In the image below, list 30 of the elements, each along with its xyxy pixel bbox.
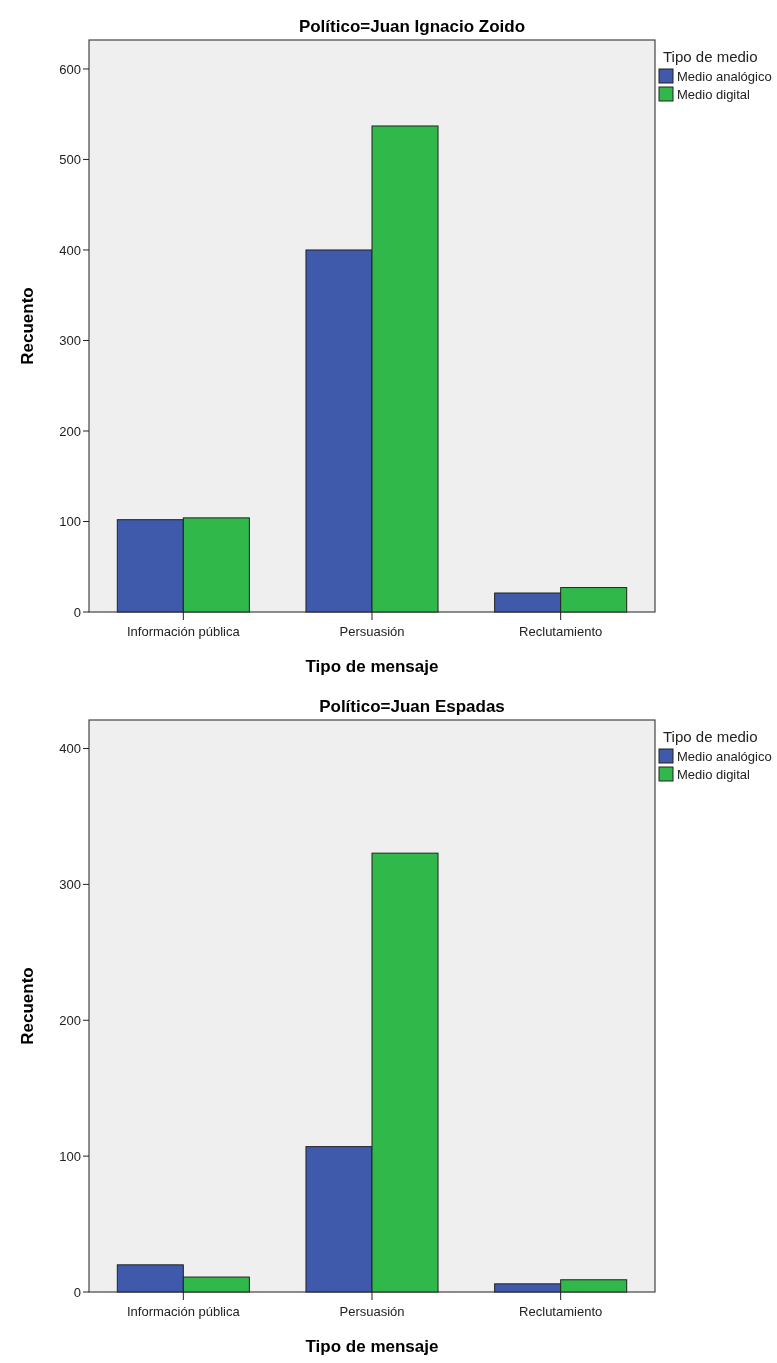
legend-title: Tipo de medio [663,728,758,745]
y-tick-label: 100 [59,514,81,530]
y-tick-label: 300 [59,876,81,892]
x-tick-label: Reclutamiento [519,624,603,639]
y-axis-title: Recuento [18,287,37,365]
y-tick-label: 100 [59,1148,81,1164]
x-axis-title: Tipo de mensaje [305,657,439,676]
y-tick-label: 400 [59,741,81,757]
legend-label: Medio digital [677,87,751,102]
y-tick-label: 0 [73,604,81,620]
x-tick-label: Persuasión [339,1304,405,1319]
legend-label: Medio analógico [677,69,772,84]
legend-label: Medio digital [677,767,751,782]
y-tick-label: 200 [59,1012,81,1028]
x-tick-label: Información pública [126,624,241,639]
y-tick-label: 600 [59,61,81,77]
x-axis-title: Tipo de mensaje [305,1337,439,1356]
y-tick-label: 200 [59,423,81,439]
y-tick-label: 500 [59,152,81,168]
x-tick-label: Reclutamiento [519,1304,603,1319]
chart-title: Político=Juan Ignacio Zoido [298,17,526,36]
chart-title: Político=Juan Espadas [319,697,505,716]
y-tick-label: 400 [59,242,81,258]
y-tick-label: 0 [73,1284,81,1300]
y-tick-label: 300 [59,333,81,349]
legend-title: Tipo de medio [663,48,758,65]
x-tick-label: Información pública [126,1304,241,1319]
x-tick-label: Persuasión [339,624,405,639]
y-axis-title: Recuento [18,967,37,1045]
legend-label: Medio analógico [677,749,772,764]
